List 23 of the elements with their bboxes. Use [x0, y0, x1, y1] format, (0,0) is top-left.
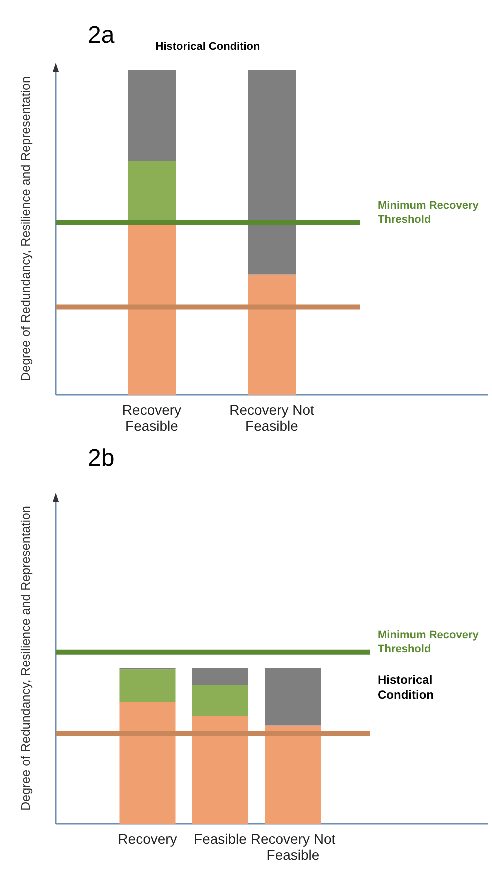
chart-title: 2a	[88, 22, 116, 49]
x-tick-label: Recovery Feasible	[122, 402, 182, 434]
y-axis-title: Degree of Redundancy, Resilience and Representation	[19, 76, 33, 382]
y-axis-title: Degree of Redundancy, Resilience and Representation	[19, 506, 33, 811]
x-tick-label: Recovery Not Feasible	[250, 831, 336, 863]
bar	[120, 670, 176, 702]
bar	[120, 702, 176, 824]
ref-line-label: Minimum Recovery Threshold	[378, 200, 480, 226]
bar	[192, 668, 249, 686]
x-tick-label: Recovery Not Feasible	[230, 402, 315, 434]
text: Historical Condition	[156, 41, 261, 53]
bar	[192, 685, 249, 716]
x-tick-label: Recovery	[118, 831, 178, 847]
bar	[128, 70, 176, 161]
bar	[192, 716, 249, 824]
bar	[248, 274, 296, 395]
bar	[265, 668, 322, 726]
chart-title: 2b	[88, 445, 115, 472]
ref-line-label: Minimum Recovery Threshold	[378, 629, 480, 656]
x-tick-label: Feasible	[194, 831, 248, 847]
text: Historical Condition	[378, 673, 434, 702]
bar	[265, 726, 322, 824]
bar	[248, 70, 296, 275]
